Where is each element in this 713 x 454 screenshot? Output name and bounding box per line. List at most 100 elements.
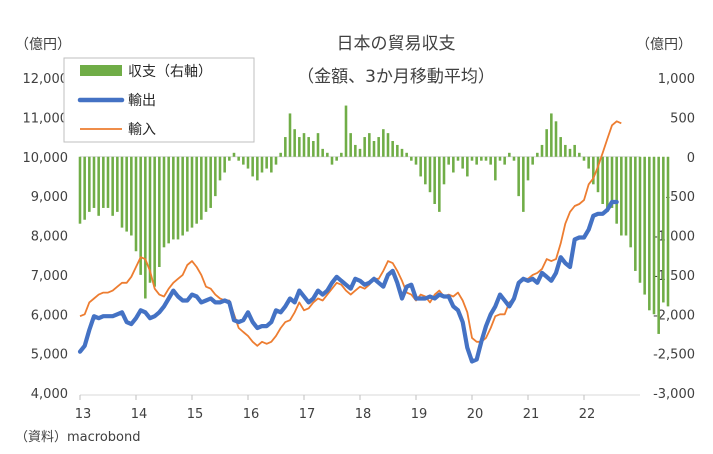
- balance-bar: [657, 156, 660, 334]
- balance-bar: [279, 152, 282, 157]
- balance-bar: [582, 156, 586, 161]
- balance-bar: [102, 156, 105, 208]
- balance-bar: [652, 156, 656, 315]
- balance-bar: [601, 156, 604, 204]
- balance-bar: [610, 156, 614, 208]
- balance-bar: [540, 144, 544, 157]
- x-tick-label: 19: [411, 407, 428, 422]
- balance-bar: [554, 121, 558, 157]
- balance-bar: [354, 144, 357, 157]
- balance-bars: [78, 105, 670, 334]
- line-series: [77, 120, 622, 364]
- balance-bar: [111, 156, 114, 216]
- balance-bar: [498, 156, 502, 161]
- right-tick-label: -2,000: [653, 308, 695, 323]
- balance-bar: [438, 156, 441, 212]
- balance-bar: [596, 156, 600, 193]
- x-tick-label: 22: [579, 407, 596, 422]
- x-tick-label: 18: [355, 407, 372, 422]
- balance-bar: [172, 156, 175, 240]
- balance-bar: [522, 156, 525, 212]
- balance-bar: [587, 156, 590, 169]
- left-tick-label: 5,000: [31, 348, 68, 363]
- left-tick-label: 4,000: [31, 387, 68, 402]
- balance-bar: [559, 137, 562, 157]
- balance-bar: [312, 141, 315, 157]
- balance-bar: [564, 144, 567, 157]
- balance-bar: [321, 148, 324, 157]
- x-tick-label: 17: [299, 407, 316, 422]
- legend-label-imports: 輸入: [128, 122, 156, 138]
- balance-bar: [232, 152, 236, 157]
- balance-bar: [634, 156, 637, 271]
- left-axis: 4,000 5,000 6,000 7,000 8,000 9,000 10,000 11,0…: [23, 72, 69, 402]
- balance-bar: [330, 156, 334, 165]
- balance-bar: [475, 156, 478, 165]
- balance-bar: [386, 133, 390, 157]
- balance-bar: [372, 141, 376, 157]
- left-tick-label: 10,000: [23, 151, 69, 166]
- balance-bar: [195, 156, 198, 224]
- balance-bar: [148, 156, 152, 283]
- balance-bar: [242, 156, 245, 165]
- balance-bar: [391, 141, 394, 157]
- balance-bar: [270, 156, 273, 173]
- balance-bar: [480, 156, 483, 161]
- balance-bar: [265, 156, 268, 169]
- balance-bar: [200, 156, 203, 220]
- x-tick-label: 16: [243, 407, 260, 422]
- x-tick-label: 20: [467, 407, 484, 422]
- exports-line: [77, 199, 619, 364]
- right-tick-label: 500: [670, 111, 695, 126]
- left-tick-label: 12,000: [23, 72, 69, 87]
- balance-bar: [424, 156, 427, 185]
- balance-bar: [256, 156, 259, 181]
- legend-label-balance: 収支（右軸）: [128, 64, 212, 80]
- left-tick-label: 9,000: [31, 190, 68, 205]
- balance-bar: [382, 129, 385, 157]
- balance-bar: [494, 156, 497, 181]
- balance-bar: [517, 156, 520, 197]
- right-tick-label: -3,000: [653, 387, 695, 402]
- balance-bar: [214, 156, 217, 197]
- balance-bar: [190, 156, 194, 228]
- balance-bar: [349, 133, 352, 157]
- balance-bar: [512, 156, 516, 161]
- balance-bar: [340, 152, 343, 157]
- right-tick-label: -500: [665, 190, 695, 205]
- balance-bar: [218, 156, 222, 181]
- balance-bar: [209, 156, 212, 208]
- balance-bar: [368, 133, 371, 157]
- right-tick-label: 0: [687, 151, 695, 166]
- legend-label-exports: 輸出: [128, 93, 156, 109]
- balance-bar: [531, 156, 534, 165]
- balance-bar: [428, 156, 432, 193]
- balance-bar: [363, 137, 366, 157]
- balance-bar: [158, 156, 161, 267]
- balance-bar: [419, 156, 422, 177]
- balance-bar: [298, 137, 301, 157]
- balance-bar: [130, 156, 133, 236]
- balance-bar: [503, 156, 506, 165]
- balance-bar: [648, 156, 651, 311]
- left-tick-label: 8,000: [31, 230, 68, 245]
- x-tick-label: 15: [187, 407, 204, 422]
- balance-bar: [433, 156, 436, 204]
- balance-bar: [400, 148, 404, 157]
- left-tick-label: 7,000: [31, 269, 68, 284]
- balance-bar: [568, 148, 572, 157]
- balance-bar: [536, 152, 539, 157]
- chart-title: 日本の貿易収支: [337, 34, 456, 54]
- balance-bar: [88, 156, 91, 212]
- balance-bar: [106, 156, 110, 208]
- chart-subtitle: （金額、3か月移動平均）: [297, 67, 495, 87]
- balance-bar: [508, 152, 511, 157]
- balance-bar: [358, 148, 362, 157]
- balance-bar: [573, 144, 576, 157]
- balance-bar: [638, 156, 642, 283]
- balance-bar: [162, 156, 166, 248]
- balance-bar: [344, 105, 348, 157]
- balance-bar: [176, 156, 180, 240]
- balance-bar: [592, 156, 595, 185]
- balance-bar: [461, 156, 464, 169]
